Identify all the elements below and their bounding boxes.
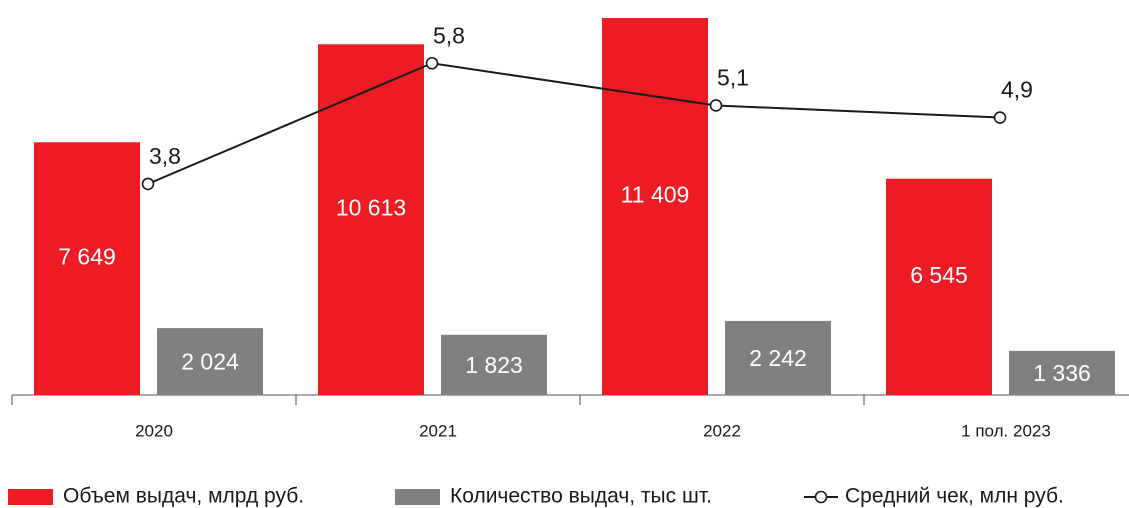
legend-label: Объем выдач, млрд руб. [63, 485, 304, 508]
bar [1009, 350, 1115, 395]
x-tick-label: 1 пол. 2023 [961, 421, 1051, 440]
bar [34, 142, 140, 395]
bar [157, 328, 263, 395]
x-tick-label: 2021 [419, 421, 457, 440]
legend-swatch [814, 490, 828, 504]
x-tick-label: 2020 [135, 421, 173, 440]
bar-label: 10 613 [336, 195, 406, 221]
bar-label: 1 336 [1033, 360, 1091, 386]
bar [886, 178, 992, 395]
legend-label: Средний чек, млн руб. [845, 485, 1064, 508]
bar [725, 320, 831, 395]
bar [441, 334, 547, 395]
bar-label: 6 545 [910, 262, 968, 288]
bar-label: 7 649 [58, 244, 116, 270]
x-tick-label: 2022 [703, 421, 741, 440]
legend-swatch [395, 489, 440, 505]
legend-swatch [8, 489, 53, 505]
line-marker [709, 99, 723, 112]
bar-label: 1 823 [465, 352, 523, 378]
bar-label: 2 242 [749, 345, 807, 371]
line-label: 5,1 [717, 65, 749, 91]
bar-label: 11 409 [621, 182, 690, 208]
line-label: 5,8 [433, 22, 465, 48]
line [147, 62, 1001, 185]
legend-label: Количество выдач, тыс шт. [450, 485, 712, 508]
line-marker [141, 177, 155, 191]
bar-label: 2 024 [181, 349, 239, 375]
bar [318, 44, 424, 395]
line-label: 3,8 [149, 143, 181, 169]
line-label: 4,9 [1001, 77, 1033, 103]
line-marker [993, 111, 1007, 124]
bar [602, 18, 708, 395]
line-marker [425, 56, 439, 70]
